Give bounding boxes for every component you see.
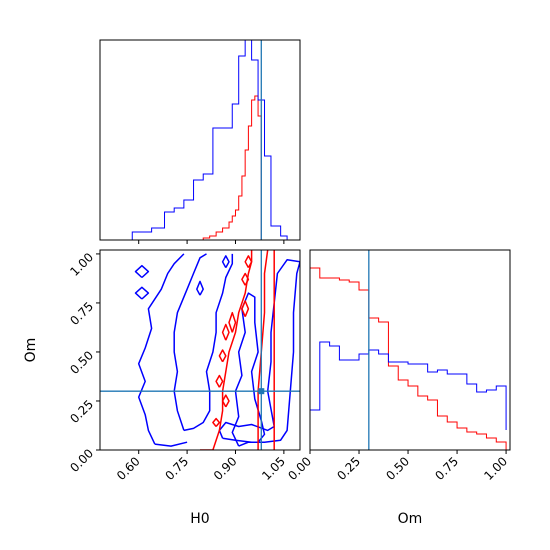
contour-line-series_b	[137, 253, 185, 445]
contour-line-series_a	[221, 323, 230, 341]
y-axis-label-om: Om	[23, 338, 39, 363]
y-tick-label: 1.00	[67, 250, 96, 279]
contour-line-series_a	[212, 250, 253, 450]
contour-line-series_b	[173, 253, 207, 431]
contour-line-series_a	[244, 255, 253, 268]
contour-line-series_a	[257, 250, 269, 450]
contour-line-series_b	[218, 259, 300, 439]
x-tick-label: 0.75	[432, 454, 461, 483]
x-tick-label: 1.05	[259, 454, 288, 483]
contour-line-series_b	[221, 255, 230, 268]
contour-line-series_b	[196, 280, 204, 296]
x-tick-label: 0.00	[285, 454, 314, 483]
x-tick-label: 0.75	[162, 454, 191, 483]
histogram-step-series_a	[202, 95, 268, 240]
panel-frame	[99, 39, 301, 241]
contour-line-series_a	[215, 374, 224, 388]
x-tick-label: 0.60	[114, 454, 143, 483]
contour-line-series_a	[228, 311, 237, 333]
contour-line-series_a	[218, 349, 227, 363]
panel-frame	[99, 249, 301, 451]
contour-line-series_b	[222, 261, 300, 443]
contour-line-series_b	[134, 286, 150, 300]
h0-histogram-panel	[99, 39, 301, 244]
x-tick-label: 0.50	[383, 454, 412, 483]
contour-line-series_a	[212, 417, 221, 427]
histogram-step-series_b	[310, 341, 507, 450]
x-axis-label-h0: H0	[190, 511, 209, 527]
contour-line-series_a	[221, 394, 230, 408]
x-tick-label: 0.90	[211, 454, 240, 483]
contour-line-series_a	[241, 272, 250, 286]
y-tick-label: 0.50	[67, 348, 96, 377]
contour-line-series_b	[154, 441, 188, 447]
x-axis-label-om: Om	[398, 511, 423, 527]
contour-line-series_b	[183, 253, 234, 432]
x-tick-label: 0.25	[334, 454, 363, 483]
histogram-step-series_a	[310, 267, 507, 450]
y-tick-label: 0.25	[67, 397, 96, 426]
y-tick-label: 0.00	[67, 446, 96, 475]
histogram-step-series_b	[131, 40, 288, 240]
truth-marker	[258, 388, 265, 395]
contour-line-series_a	[241, 300, 250, 317]
y-tick-label: 0.75	[67, 299, 96, 328]
panel-frame	[309, 249, 511, 451]
x-tick-label: 1.00	[481, 454, 510, 483]
h0-om-contour-panel: 0.60 0.75 0.90 1.05 0.00 0.25 0.50 0.75 1.00 H0 Om	[23, 249, 301, 527]
om-histogram-panel: 0.00 0.25 0.50 0.75 1.00 Om	[285, 249, 511, 527]
contour-line-series_b	[134, 264, 150, 279]
